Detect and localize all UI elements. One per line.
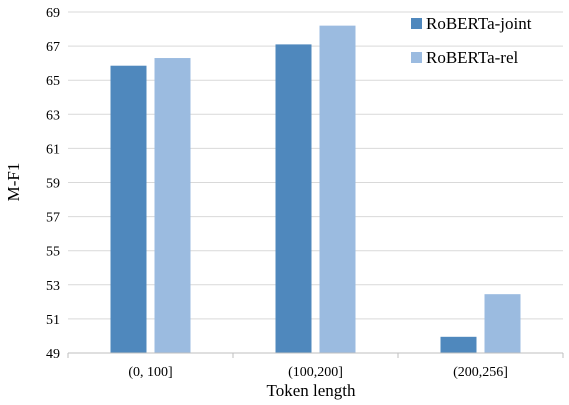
- x-tick-label: (200,256]: [453, 365, 508, 380]
- y-tick-label: 65: [46, 74, 60, 89]
- y-tick-label: 61: [46, 142, 60, 157]
- bar-roberta-joint-2: [440, 336, 477, 353]
- legend-swatch: [411, 52, 422, 63]
- legend-swatch: [411, 18, 422, 29]
- y-tick-label: 57: [46, 211, 60, 226]
- y-tick-label: 69: [46, 6, 60, 21]
- x-tick-label: (100,200]: [288, 365, 343, 380]
- x-tick-label: (0, 100]: [128, 365, 172, 380]
- y-axis-title: M-F1: [4, 163, 23, 202]
- y-tick-label: 67: [46, 40, 60, 55]
- grid-lines: [68, 11, 563, 320]
- bar-roberta-rel-2: [484, 294, 521, 353]
- bar-roberta-joint-0: [110, 65, 147, 354]
- bar-roberta-rel-1: [319, 25, 356, 353]
- x-axis-title: Token length: [267, 381, 356, 400]
- bars: [110, 25, 521, 354]
- bar-roberta-joint-1: [275, 44, 312, 354]
- legend-label: RoBERTa-rel: [426, 48, 518, 67]
- legend: RoBERTa-joint RoBERTa-rel: [411, 14, 532, 67]
- y-tick-labels: 49 51 53 55 57 59 61 63 65 67 69: [46, 6, 60, 362]
- y-tick-label: 59: [46, 177, 60, 192]
- y-tick-label: 55: [46, 245, 60, 260]
- bar-roberta-rel-0: [154, 58, 191, 353]
- y-tick-label: 49: [46, 347, 60, 362]
- y-tick-label: 63: [46, 108, 60, 123]
- y-tick-label: 51: [46, 313, 60, 328]
- x-tick-labels: (0, 100] (100,200] (200,256]: [128, 365, 508, 380]
- axes: [67, 352, 564, 358]
- legend-label: RoBERTa-joint: [426, 14, 532, 33]
- y-tick-label: 53: [46, 279, 60, 294]
